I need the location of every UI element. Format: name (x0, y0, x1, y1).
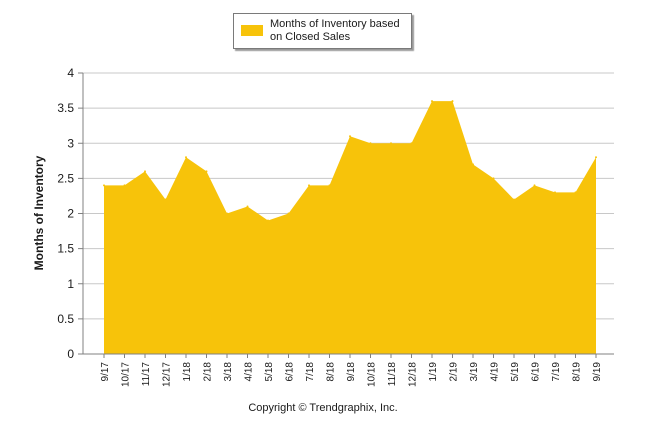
legend-swatch (241, 25, 263, 36)
data-point (533, 184, 536, 187)
x-tick-label: 11/18 (387, 362, 398, 387)
x-tick-label: 5/19 (510, 362, 521, 382)
data-point (431, 100, 433, 103)
data-point (472, 163, 474, 166)
y-tick-label: 1.5 (57, 242, 74, 256)
x-tick-label: 11/17 (141, 362, 152, 387)
x-tick-label: 4/19 (490, 362, 501, 382)
x-tick-label: 1/18 (182, 362, 193, 382)
x-tick-label: 3/18 (223, 362, 234, 382)
legend: Months of Inventory based on Closed Sale… (233, 13, 412, 49)
data-point (574, 191, 577, 194)
y-axis-label: Months of Inventory (32, 155, 46, 270)
data-point (185, 156, 187, 159)
y-tick-label: 3.5 (57, 101, 74, 115)
x-tick-label: 8/18 (326, 362, 337, 382)
x-tick-label: 2/19 (449, 362, 460, 382)
x-tick-label: 9/17 (100, 362, 111, 382)
x-tick-label: 9/19 (592, 362, 603, 382)
x-tick-label: 6/19 (531, 362, 542, 382)
x-tick-label: 7/18 (305, 362, 316, 382)
data-point (123, 184, 126, 187)
data-point (103, 184, 105, 187)
data-point (390, 142, 392, 145)
data-point (205, 170, 208, 173)
y-tick-labels: 0 0.5 1 1.5 2 2.5 3 3.5 4 (57, 66, 74, 361)
x-tick-label: 4/18 (244, 362, 255, 382)
x-tick-label: 12/17 (162, 362, 173, 387)
data-point (308, 184, 310, 187)
data-point (492, 177, 495, 180)
data-point (246, 205, 249, 208)
x-tick-label: 8/19 (572, 362, 583, 382)
data-point (554, 191, 556, 194)
y-tick-label: 3 (67, 136, 74, 150)
x-tick-label: 6/18 (285, 362, 296, 382)
data-point (144, 170, 146, 173)
x-tick-label: 7/19 (551, 362, 562, 382)
y-tick-label: 0.5 (57, 312, 74, 326)
data-point (287, 212, 290, 215)
x-tick-label: 12/18 (408, 362, 419, 387)
legend-label: Months of Inventory based on Closed Sale… (270, 18, 400, 43)
data-point (451, 100, 454, 103)
area-series (104, 101, 596, 354)
data-point (226, 212, 228, 215)
x-tick-label: 10/17 (121, 362, 132, 387)
data-point (164, 198, 167, 201)
data-point (349, 135, 351, 138)
y-tick-label: 2.5 (57, 171, 74, 185)
y-tick-label: 2 (67, 207, 74, 221)
data-point (595, 156, 597, 159)
y-tick-label: 1 (67, 277, 74, 291)
y-tick-label: 0 (67, 347, 74, 361)
x-tick-label: 5/18 (264, 362, 275, 382)
data-point (369, 142, 372, 145)
data-point (267, 219, 269, 222)
y-tick-label: 4 (67, 66, 74, 80)
data-point (513, 198, 515, 201)
axes (82, 73, 614, 355)
x-tick-label: 1/19 (428, 362, 439, 382)
x-tick-label: 10/18 (367, 362, 378, 387)
copyright-text: Copyright © Trendgraphix, Inc. (248, 402, 398, 414)
x-tick-label: 9/18 (346, 362, 357, 382)
x-tick-label: 3/19 (469, 362, 480, 382)
x-tick-label: 2/18 (203, 362, 214, 382)
x-tick-labels: 9/17 10/17 11/17 12/17 1/18 2/18 3/18 4/18 5/18 6… (100, 354, 603, 387)
data-point (410, 142, 413, 145)
data-point (328, 184, 331, 187)
